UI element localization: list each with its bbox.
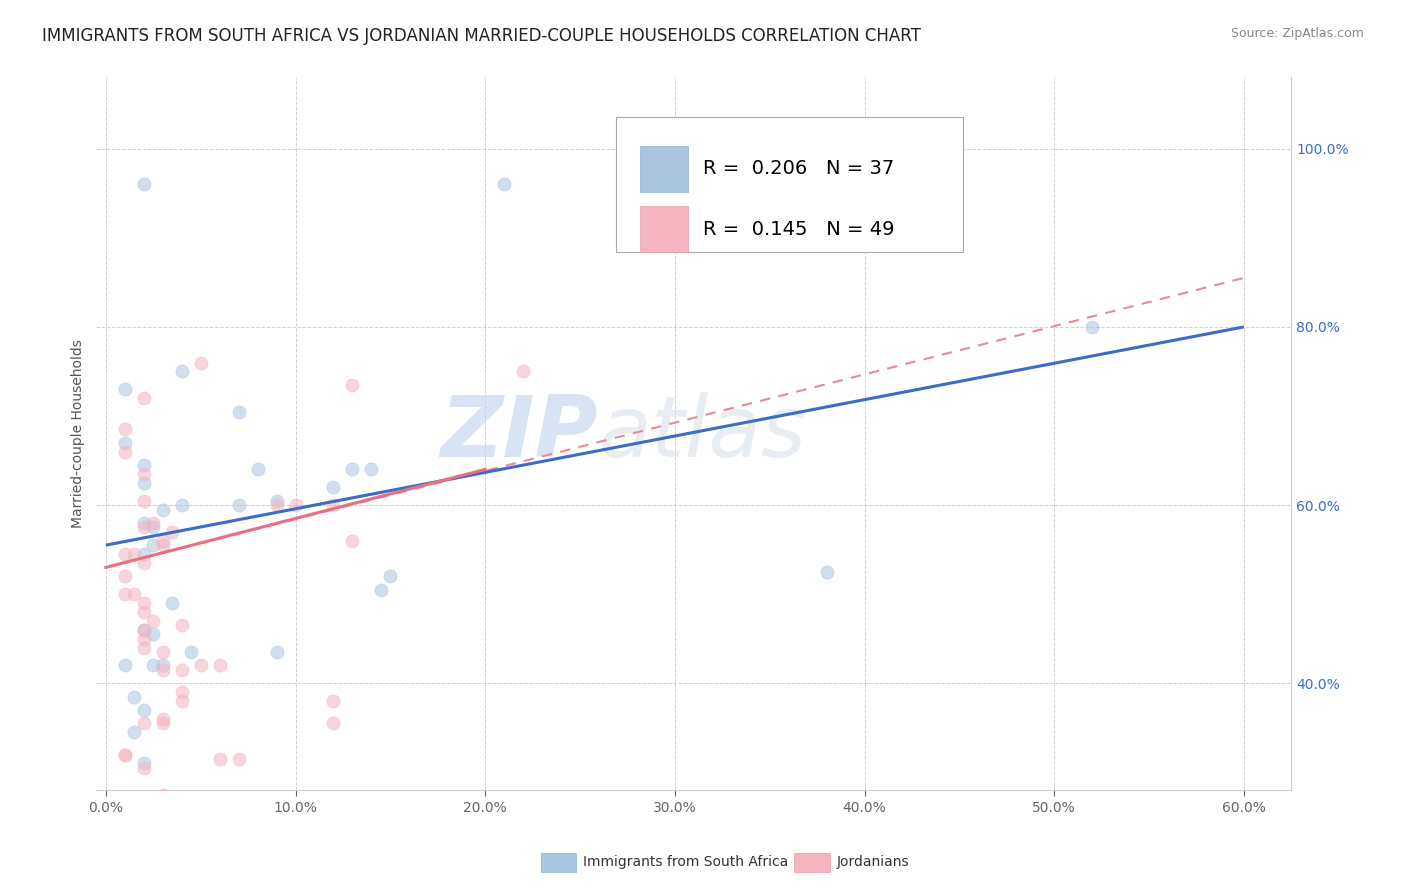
- Point: [228, 498, 250, 512]
- Point: [114, 747, 136, 762]
- Point: [132, 178, 155, 192]
- Text: Jordanians: Jordanians: [837, 855, 910, 869]
- Point: [494, 178, 516, 192]
- Point: [114, 422, 136, 436]
- Point: [114, 658, 136, 673]
- Point: [322, 694, 344, 708]
- Point: [322, 480, 344, 494]
- Text: Source: ZipAtlas.com: Source: ZipAtlas.com: [1230, 27, 1364, 40]
- Point: [114, 382, 136, 396]
- Point: [152, 533, 174, 548]
- Point: [342, 533, 364, 548]
- Point: [142, 538, 165, 552]
- Point: [132, 391, 155, 405]
- Point: [132, 703, 155, 717]
- Point: [114, 569, 136, 583]
- Point: [170, 618, 193, 632]
- Point: [132, 756, 155, 771]
- Point: [132, 761, 155, 775]
- Text: IMMIGRANTS FROM SOUTH AFRICA VS JORDANIAN MARRIED-COUPLE HOUSEHOLDS CORRELATION : IMMIGRANTS FROM SOUTH AFRICA VS JORDANIA…: [42, 27, 921, 45]
- Point: [228, 752, 250, 766]
- Text: ZIP: ZIP: [440, 392, 598, 475]
- Point: [132, 458, 155, 472]
- Point: [142, 614, 165, 628]
- Point: [132, 547, 155, 561]
- Point: [170, 663, 193, 677]
- Bar: [640, 206, 688, 252]
- Point: [228, 404, 250, 418]
- Point: [114, 792, 136, 806]
- Point: [360, 462, 382, 476]
- Point: [142, 627, 165, 641]
- Point: [114, 747, 136, 762]
- Point: [152, 538, 174, 552]
- Point: [1081, 319, 1104, 334]
- Point: [152, 712, 174, 726]
- Point: [124, 690, 146, 704]
- Point: [132, 493, 155, 508]
- Point: [132, 716, 155, 731]
- Point: [124, 725, 146, 739]
- Point: [114, 837, 136, 851]
- Point: [142, 520, 165, 534]
- Point: [132, 632, 155, 646]
- Point: [284, 498, 307, 512]
- Point: [322, 716, 344, 731]
- Point: [190, 355, 212, 369]
- Point: [266, 645, 288, 659]
- Point: [170, 498, 193, 512]
- Point: [170, 364, 193, 378]
- Point: [208, 752, 231, 766]
- Point: [132, 516, 155, 530]
- Point: [815, 565, 838, 579]
- Point: [342, 462, 364, 476]
- Point: [152, 663, 174, 677]
- Point: [152, 658, 174, 673]
- Point: [160, 596, 183, 610]
- Point: [342, 377, 364, 392]
- Point: [208, 658, 231, 673]
- Point: [190, 658, 212, 673]
- Point: [322, 498, 344, 512]
- Point: [152, 502, 174, 516]
- Point: [132, 556, 155, 570]
- Point: [124, 587, 146, 601]
- Point: [132, 640, 155, 655]
- Point: [160, 524, 183, 539]
- Point: [114, 587, 136, 601]
- Point: [246, 462, 269, 476]
- Text: Immigrants from South Africa: Immigrants from South Africa: [583, 855, 789, 869]
- Text: atlas: atlas: [598, 392, 806, 475]
- Y-axis label: Married-couple Households: Married-couple Households: [72, 339, 86, 528]
- Point: [370, 582, 392, 597]
- Point: [132, 596, 155, 610]
- Point: [152, 716, 174, 731]
- Point: [124, 547, 146, 561]
- Point: [380, 569, 402, 583]
- Point: [132, 475, 155, 490]
- Point: [132, 605, 155, 619]
- Point: [114, 547, 136, 561]
- Point: [132, 623, 155, 637]
- Point: [180, 645, 202, 659]
- Text: R =  0.206   N = 37: R = 0.206 N = 37: [703, 160, 894, 178]
- Point: [132, 520, 155, 534]
- Point: [512, 364, 534, 378]
- Point: [142, 658, 165, 673]
- Point: [152, 788, 174, 802]
- Point: [170, 694, 193, 708]
- Point: [152, 645, 174, 659]
- Point: [114, 435, 136, 450]
- Point: [266, 498, 288, 512]
- FancyBboxPatch shape: [616, 117, 963, 252]
- Point: [266, 493, 288, 508]
- Text: R =  0.145   N = 49: R = 0.145 N = 49: [703, 219, 894, 239]
- Point: [132, 623, 155, 637]
- Point: [132, 467, 155, 481]
- Point: [170, 685, 193, 699]
- Bar: [640, 145, 688, 192]
- Point: [114, 444, 136, 458]
- Point: [142, 516, 165, 530]
